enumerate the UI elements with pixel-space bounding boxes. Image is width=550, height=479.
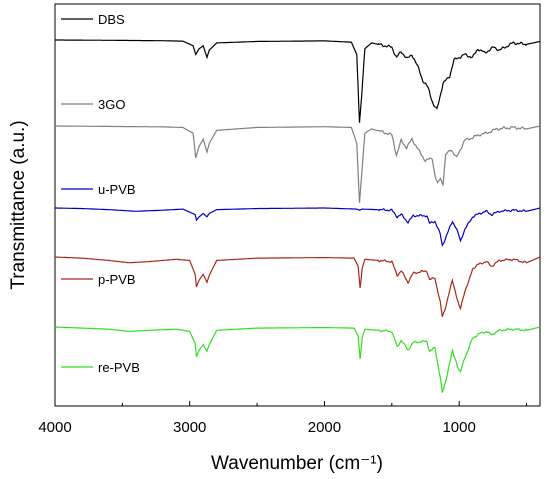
series-line-re-pvb — [55, 326, 541, 393]
series-line-p-pvb — [55, 256, 541, 317]
legend-label-u-pvb: u-PVB — [98, 182, 136, 197]
x-tick-label-2000: 2000 — [308, 419, 341, 436]
series-line-dbs — [55, 39, 541, 123]
x-tick-label-4000: 4000 — [38, 419, 71, 436]
legend-label-3go: 3GO — [98, 97, 125, 112]
series-line-u-pvb — [55, 207, 541, 248]
legend-label-re-pvb: re-PVB — [98, 360, 140, 375]
y-axis-title: Transmittance (a.u.) — [8, 120, 29, 289]
legend-layer: DBS 3GO u-PVB p-PVB re-PVB — [61, 12, 140, 375]
legend-label-p-pvb: p-PVB — [98, 272, 136, 287]
legend-label-dbs: DBS — [98, 12, 125, 27]
x-axis-title: Wavenumber (cm⁻¹) — [211, 453, 383, 474]
plot-frame — [54, 3, 541, 407]
series-line-3go — [55, 125, 541, 203]
x-tick-label-3000: 3000 — [173, 419, 206, 436]
series-layer — [55, 39, 541, 393]
x-tick-label-1000: 1000 — [442, 419, 475, 436]
x-axis: 4000 3000 2000 1000 — [38, 401, 528, 436]
